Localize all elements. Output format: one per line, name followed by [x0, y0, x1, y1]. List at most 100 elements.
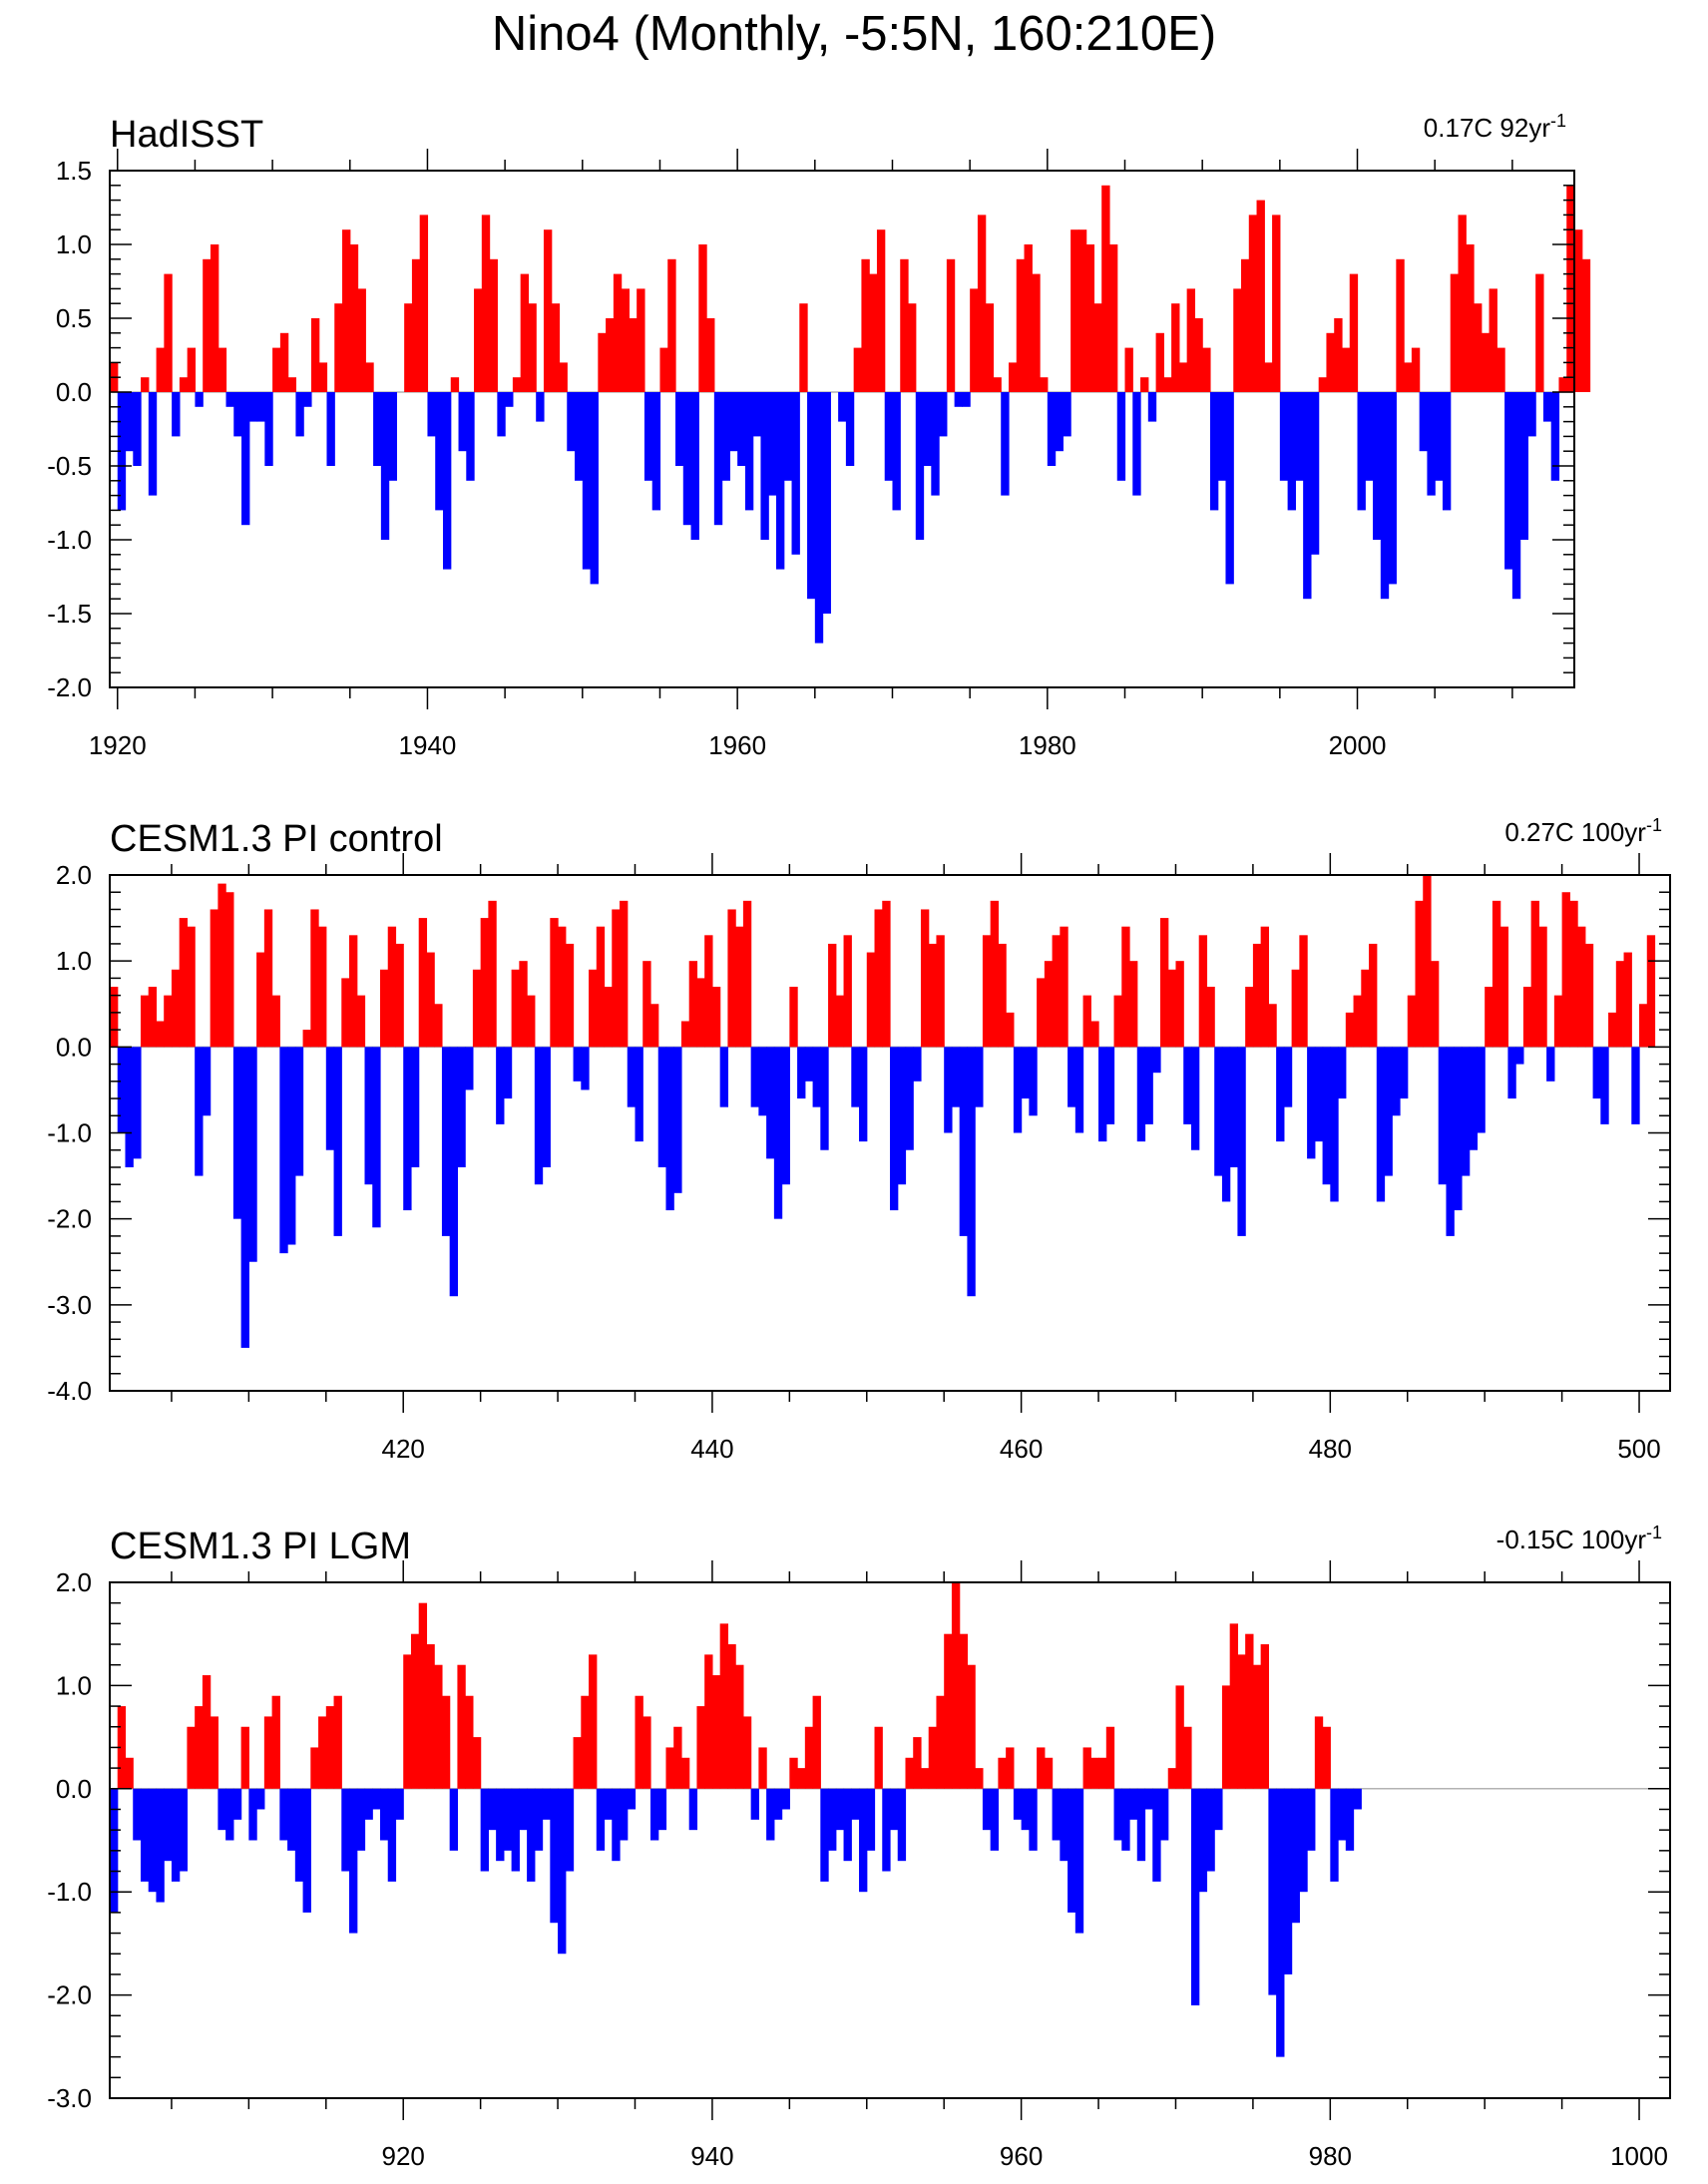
x-tick-label: 480 — [1309, 1434, 1352, 1464]
anomaly-bar — [551, 303, 561, 392]
anomaly-bar — [1044, 961, 1054, 1048]
anomaly-bar — [1198, 1788, 1208, 1893]
anomaly-bar — [651, 392, 661, 511]
anomaly-bar — [682, 392, 692, 526]
anomaly-bar — [511, 1788, 520, 1872]
anomaly-bar — [581, 1047, 590, 1091]
y-tick-label: 2.0 — [56, 1567, 92, 1597]
anomaly-bar — [187, 1726, 196, 1789]
anomaly-bar — [861, 258, 870, 392]
anomaly-bar — [851, 1788, 860, 1820]
anomaly-bar — [1129, 961, 1138, 1048]
anomaly-bar — [519, 1788, 528, 1831]
anomaly-bar — [1068, 1047, 1076, 1107]
anomaly-bar — [1040, 377, 1049, 392]
anomaly-bar — [1052, 935, 1061, 1048]
anomaly-bar — [665, 1747, 674, 1789]
anomaly-bar — [954, 392, 963, 407]
anomaly-bar — [1295, 392, 1304, 481]
anomaly-bar — [944, 1047, 953, 1133]
anomaly-bar — [760, 392, 769, 540]
anomaly-bar — [1499, 926, 1509, 1048]
anomaly-bar — [1461, 1047, 1471, 1176]
anomaly-bar — [542, 1047, 551, 1167]
anomaly-bar — [318, 1716, 327, 1789]
anomaly-bar — [804, 1726, 814, 1789]
anomaly-bar — [845, 392, 855, 466]
anomaly-bar — [1489, 288, 1497, 392]
anomaly-bar — [1427, 392, 1436, 496]
anomaly-bar — [264, 392, 273, 466]
anomaly-bar — [395, 943, 404, 1048]
anomaly-bar — [985, 303, 995, 392]
anomaly-bar — [187, 926, 196, 1048]
x-tick-label: 2000 — [1329, 730, 1387, 760]
anomaly-bar — [573, 1047, 582, 1082]
anomaly-bar — [1144, 1047, 1153, 1124]
anomaly-bar — [272, 347, 281, 392]
anomaly-bar — [1345, 1788, 1355, 1851]
anomaly-bar — [1124, 347, 1133, 392]
anomaly-bar — [727, 1644, 736, 1789]
anomaly-bar — [843, 1788, 852, 1862]
anomaly-bar — [1241, 258, 1250, 392]
y-tick-label: 0.5 — [56, 303, 92, 333]
anomaly-bar — [565, 943, 575, 1048]
anomaly-bar — [913, 1737, 922, 1789]
anomaly-bar — [1233, 288, 1242, 392]
anomaly-bar — [171, 969, 181, 1048]
anomaly-bar — [387, 926, 397, 1048]
anomaly-bar — [649, 1004, 659, 1048]
anomaly-bar — [719, 1047, 729, 1107]
anomaly-bar — [256, 952, 265, 1048]
anomaly-bar — [497, 392, 506, 437]
anomaly-bar — [1121, 926, 1130, 1048]
anomaly-bar — [781, 1047, 790, 1185]
anomaly-bar — [1442, 392, 1452, 511]
anomaly-bar — [1140, 377, 1149, 392]
anomaly-bar — [1550, 392, 1560, 481]
anomaly-bar — [1287, 392, 1296, 511]
anomaly-bar — [1206, 987, 1215, 1048]
anomaly-bar — [365, 362, 374, 392]
anomaly-bar — [117, 1047, 127, 1133]
anomaly-bar — [550, 1788, 559, 1924]
anomaly-bar — [364, 1047, 373, 1185]
anomaly-bar — [897, 1047, 907, 1185]
anomaly-bar — [1077, 229, 1087, 392]
anomaly-bar — [481, 215, 491, 392]
y-tick-label: -0.5 — [47, 451, 92, 481]
anomaly-bar — [1245, 987, 1254, 1048]
x-tick-label: 1920 — [89, 730, 147, 760]
anomaly-bar — [133, 1788, 142, 1841]
anomaly-bar — [164, 273, 173, 392]
anomaly-bar — [866, 952, 876, 1048]
anomaly-bar — [711, 1675, 721, 1789]
anomaly-bar — [975, 1768, 984, 1789]
anomaly-bar — [217, 1788, 226, 1831]
anomaly-bar — [869, 273, 878, 392]
anomaly-bar — [882, 1788, 891, 1872]
anomaly-bar — [1477, 1047, 1486, 1133]
anomaly-bar — [1407, 995, 1417, 1048]
anomaly-bar — [1268, 1788, 1277, 1995]
anomaly-bar — [1159, 918, 1169, 1048]
anomaly-bar — [395, 1788, 404, 1820]
anomaly-bar — [379, 969, 389, 1048]
anomaly-bar — [1542, 392, 1552, 422]
anomaly-bar — [1322, 1726, 1331, 1789]
anomaly-bar — [302, 1788, 311, 1913]
anomaly-bar — [418, 1602, 428, 1789]
y-tick-label: -4.0 — [47, 1376, 92, 1406]
y-tick-label: 1.5 — [56, 156, 92, 186]
anomaly-bar — [496, 1788, 505, 1862]
anomaly-bar — [279, 1788, 288, 1841]
anomaly-bar — [1608, 1012, 1617, 1048]
anomaly-bar — [657, 1788, 667, 1831]
anomaly-bar — [1144, 1788, 1153, 1810]
anomaly-bar — [458, 392, 467, 452]
anomaly-bar — [1376, 1047, 1386, 1202]
anomaly-bar — [1268, 1004, 1277, 1048]
anomaly-bar — [590, 392, 599, 585]
anomaly-bar — [1113, 1788, 1122, 1841]
